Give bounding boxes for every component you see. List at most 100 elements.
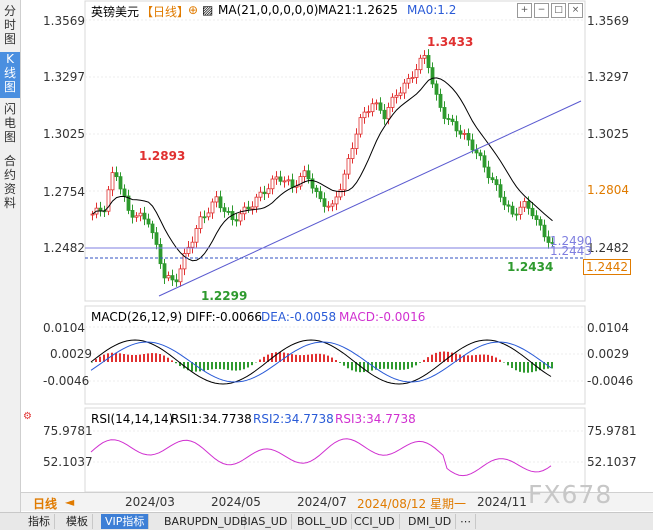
candle-body: [535, 216, 538, 220]
tab-scroll-icon[interactable]: ⋯: [456, 514, 476, 529]
candle-body: [379, 103, 382, 110]
macd-histogram-bar: [383, 362, 385, 369]
tab-barupdn[interactable]: BARUPDN_UD: [160, 514, 245, 529]
macd-histogram-bar: [295, 355, 297, 362]
candle-body: [227, 211, 230, 212]
candle-body: [131, 210, 134, 217]
candle-body: [383, 110, 386, 118]
candle-body: [155, 233, 158, 245]
macd-histogram-bar: [259, 360, 261, 362]
candle-body: [371, 104, 374, 112]
candle-body: [359, 118, 362, 134]
rsi-tick-right: 75.9781: [587, 424, 637, 438]
macd-histogram-bar: [163, 356, 165, 362]
candle-body: [323, 199, 326, 207]
candle-body: [435, 84, 438, 94]
macd-histogram-bar: [207, 362, 209, 370]
rsi-settings-icon[interactable]: ⚙: [23, 411, 32, 422]
settings-icon[interactable]: ⊕: [188, 3, 198, 17]
macd-histogram-bar: [427, 357, 429, 362]
candle-body: [399, 93, 402, 95]
macd-histogram-bar: [175, 362, 177, 363]
macd-histogram-bar: [223, 362, 225, 369]
candle-body: [367, 112, 370, 113]
candle-body: [463, 133, 466, 134]
macd-histogram-bar: [499, 360, 501, 362]
tab-bias[interactable]: BIAS_UD: [236, 514, 292, 529]
macd-histogram-bar: [123, 354, 125, 362]
candle-body: [115, 173, 118, 177]
candle-body: [159, 244, 162, 263]
macd-histogram-bar: [99, 357, 101, 362]
candle-body: [235, 220, 238, 221]
close-icon[interactable]: ×: [568, 3, 583, 18]
macd-histogram-bar: [215, 362, 217, 369]
macd-histogram-bar: [243, 362, 245, 369]
macd-histogram-bar: [227, 362, 229, 370]
restore-icon[interactable]: □: [551, 3, 566, 18]
macd-histogram-bar: [339, 362, 341, 363]
candle-body: [191, 242, 194, 247]
period-label[interactable]: 【日线】: [141, 3, 189, 20]
candle-body: [219, 197, 222, 208]
macd-histogram-bar: [323, 354, 325, 362]
period-dropdown-icon[interactable]: ◄: [65, 495, 74, 509]
tab-kline[interactable]: K 线 图: [0, 52, 20, 98]
macd-histogram-bar: [471, 355, 473, 362]
macd-histogram-bar: [363, 362, 365, 372]
last-price-box: 1.2442: [583, 259, 631, 275]
macd-histogram-bar: [491, 356, 493, 362]
macd-histogram-bar: [147, 353, 149, 362]
indicator-tab-bar: 指标 模板 VIP指标 BARUPDN_UD BIAS_UD BOLL_UD C…: [0, 512, 653, 530]
price-tick-right: 1.3569: [587, 14, 629, 28]
candle-body: [439, 94, 442, 107]
tab-boll[interactable]: BOLL_UD: [293, 514, 352, 529]
candle-body: [287, 180, 290, 181]
chart-area[interactable]: 英镑美元 【日线】 ⊕ ▨ MA(21,0,0,0,0,0) MA21:1.26…: [21, 0, 653, 510]
macd-histogram-bar: [159, 354, 161, 362]
macd-diff: DIFF:-0.0066: [186, 310, 262, 324]
tab-vip-indicator[interactable]: VIP指标: [101, 514, 149, 529]
ma21-line: [93, 78, 553, 261]
add-icon[interactable]: +: [517, 3, 532, 18]
tab-template[interactable]: 模板: [62, 514, 93, 529]
macd-histogram-bar: [219, 362, 221, 369]
candle-body: [291, 180, 294, 187]
rsi-tick-left: 52.1037: [43, 455, 93, 469]
candle-body: [523, 201, 526, 207]
candle-body: [203, 217, 206, 218]
macd-histogram-bar: [283, 353, 285, 362]
macd-histogram-bar: [139, 355, 141, 362]
candle-body: [527, 201, 530, 208]
macd-histogram-bar: [251, 362, 253, 365]
candle-body: [403, 83, 406, 93]
candle-body: [267, 189, 270, 194]
macd-tick-right: 0.0029: [587, 347, 629, 361]
tab-indicator[interactable]: 指标: [24, 514, 55, 529]
candle-body: [163, 264, 166, 278]
macd-histogram-bar: [115, 353, 117, 362]
period-selector[interactable]: 日线: [33, 495, 57, 512]
macd-dea: DEA:-0.0058: [261, 310, 336, 324]
macd-histogram-bar: [419, 362, 421, 363]
tab-flash[interactable]: 闪 电 图: [0, 102, 20, 146]
candle-body: [455, 122, 458, 131]
tab-cci[interactable]: CCI_UD: [350, 514, 400, 529]
recent-low-annotation: 1.2434: [507, 260, 553, 274]
tab-timeshare[interactable]: 分 时 图: [0, 4, 20, 48]
macd-histogram-bar: [307, 355, 309, 362]
tab-dmi[interactable]: DMI_UD: [404, 514, 456, 529]
candle-body: [199, 217, 202, 229]
ma-toggle-icon[interactable]: ▨: [202, 3, 213, 17]
macd-histogram-bar: [327, 356, 329, 362]
rsi2-value: RSI2:34.7738: [253, 412, 334, 426]
tab-contract-info[interactable]: 合 约 资 料: [0, 154, 20, 212]
candle-body: [375, 103, 378, 104]
price-tick-left: 1.3025: [43, 127, 85, 141]
candle-body: [319, 192, 322, 199]
minimize-icon[interactable]: −: [534, 3, 549, 18]
candle-body: [499, 185, 502, 198]
macd-histogram-bar: [527, 362, 529, 373]
candle-body: [531, 208, 534, 215]
support-price-label: 1.2443: [550, 244, 592, 258]
